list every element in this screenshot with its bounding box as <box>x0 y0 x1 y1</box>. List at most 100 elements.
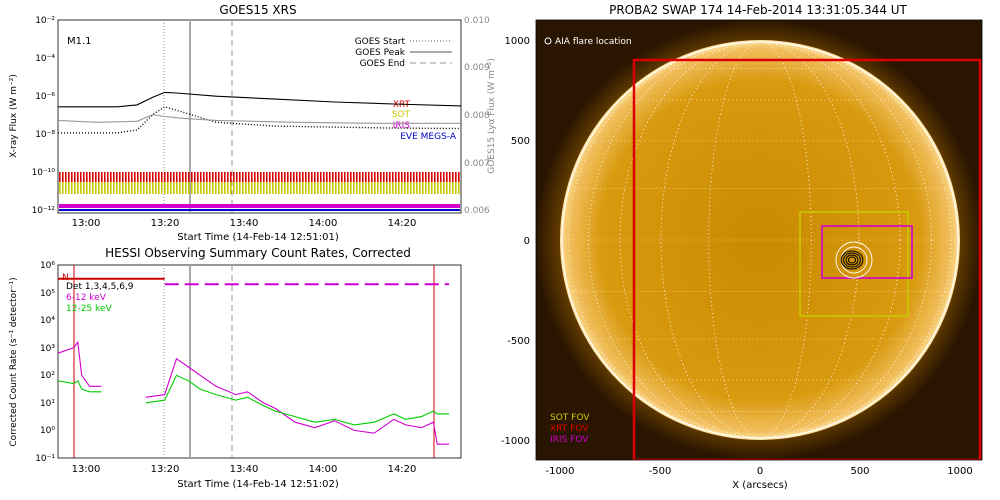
xrt-coverage-tick <box>206 172 208 182</box>
sot-coverage-tick <box>239 182 241 194</box>
xrt-coverage-tick <box>272 172 274 182</box>
sot-coverage-tick <box>335 182 337 194</box>
goes-legend-peak: GOES Peak <box>355 48 405 58</box>
sot-coverage-tick <box>419 182 421 194</box>
flare-contour <box>840 250 864 270</box>
sot-coverage-tick <box>347 182 349 194</box>
xrt-coverage-tick <box>230 172 232 182</box>
sot-coverage-tick <box>230 182 232 194</box>
goes-y-tick: 10⁻¹⁰ <box>32 168 56 178</box>
flare-class-label: M1.1 <box>67 36 92 47</box>
swap-x-tick: -500 <box>649 466 672 477</box>
xrt-coverage-tick <box>341 172 343 182</box>
xrt-coverage-tick <box>110 172 112 182</box>
xrt-coverage-tick <box>446 172 448 182</box>
instrument-labels: XRT SOT IRIS EVE MEGS-A <box>392 100 457 142</box>
xrt-coverage-tick <box>101 172 103 182</box>
xrt-coverage-tick <box>62 172 64 182</box>
xrt-coverage-tick <box>350 172 352 182</box>
xrt-coverage-tick <box>320 172 322 182</box>
hessi-legend-det: Det 1,3,4,5,6,9 <box>66 282 134 292</box>
xrt-coverage-tick <box>158 172 160 182</box>
sot-coverage-tick <box>146 182 148 194</box>
xrt-coverage-tick <box>248 172 250 182</box>
goes-series-short <box>58 106 462 134</box>
hessi-y-tick: 10⁻¹ <box>35 454 55 464</box>
xrt-coverage-tick <box>458 172 460 182</box>
goes-y-tick: 10⁻¹² <box>32 206 56 216</box>
hessi-plot-frame <box>57 264 462 459</box>
sot-coverage-tick <box>404 182 406 194</box>
sot-coverage-tick <box>413 182 415 194</box>
sot-coverage-tick <box>290 182 292 194</box>
sot-coverage-tick <box>206 182 208 194</box>
fov-label-sot: SOT FOV <box>550 413 590 423</box>
xrt-coverage-tick <box>227 172 229 182</box>
goes-y-right-label: GOES15 Lyα Flux (W m⁻²) <box>487 58 497 174</box>
sot-coverage-tick <box>362 182 364 194</box>
xrt-coverage-tick <box>179 172 181 182</box>
xrt-coverage-tick <box>383 172 385 182</box>
xrt-coverage-tick <box>119 172 121 182</box>
sot-coverage-tick <box>314 182 316 194</box>
xrt-coverage-tick <box>386 172 388 182</box>
flare-contour <box>845 254 859 266</box>
xrt-coverage-tick <box>371 172 373 182</box>
hessi-y-ticks: 10⁶ 10⁵ 10⁴ 10³ 10² 10¹ 10⁰ 10⁻¹ <box>35 261 55 464</box>
sot-coverage-tick <box>389 182 391 194</box>
xrt-coverage-tick <box>431 172 433 182</box>
sot-coverage-tick <box>233 182 235 194</box>
xrt-coverage-tick <box>440 172 442 182</box>
goes-x-tick: 13:00 <box>72 218 101 229</box>
sot-coverage-tick <box>62 182 64 194</box>
sot-coverage-tick <box>257 182 259 194</box>
sot-coverage-tick <box>164 182 166 194</box>
xrt-coverage-tick <box>290 172 292 182</box>
xrt-coverage-tick <box>245 172 247 182</box>
sot-coverage-tick <box>368 182 370 194</box>
sot-coverage-tick <box>281 182 283 194</box>
fov-label-xrt: XRT FOV <box>550 424 589 434</box>
xrt-coverage-tick <box>59 172 61 182</box>
xrt-coverage-tick <box>260 172 262 182</box>
hessi-x-label: Start Time (14-Feb-14 12:51:02) <box>177 479 339 490</box>
sot-coverage-tick <box>218 182 220 194</box>
xrt-coverage-tick <box>266 172 268 182</box>
solar-disk <box>560 40 960 440</box>
sot-coverage-tick <box>110 182 112 194</box>
xrt-coverage-tick <box>401 172 403 182</box>
sot-coverage-tick <box>149 182 151 194</box>
xrt-coverage-tick <box>209 172 211 182</box>
xrt-coverage-tick <box>182 172 184 182</box>
sot-coverage-tick <box>293 182 295 194</box>
sot-coverage-tick <box>176 182 178 194</box>
sot-coverage-tick <box>287 182 289 194</box>
hessi-x-tick: 13:20 <box>151 464 180 475</box>
xrt-coverage-tick <box>326 172 328 182</box>
xrt-coverage-tick <box>338 172 340 182</box>
xrt-coverage-tick <box>407 172 409 182</box>
xrt-coverage-tick <box>434 172 436 182</box>
xrt-coverage-tick <box>347 172 349 182</box>
xrt-coverage-tick <box>65 172 67 182</box>
hessi-y-tick: 10¹ <box>40 399 55 409</box>
goes-y-ticks: 10⁻² 10⁻⁴ 10⁻⁶ 10⁻⁸ 10⁻¹⁰ 10⁻¹² <box>32 16 56 216</box>
xrt-coverage-tick <box>221 172 223 182</box>
xrt-coverage-tick <box>428 172 430 182</box>
sot-coverage-tick <box>224 182 226 194</box>
xrt-coverage-tick <box>251 172 253 182</box>
longitude-line <box>588 41 932 439</box>
xrt-coverage-tick <box>155 172 157 182</box>
sot-coverage-tick <box>266 182 268 194</box>
xrt-coverage-tick <box>323 172 325 182</box>
xrt-coverage-tick <box>233 172 235 182</box>
sot-coverage-tick <box>248 182 250 194</box>
instrument-label-eve: EVE MEGS-A <box>400 132 457 142</box>
sot-coverage-tick <box>215 182 217 194</box>
fov-label-iris: IRIS FOV <box>550 435 589 445</box>
hessi-y-tick: 10⁶ <box>40 261 55 271</box>
hessi-x-tick: 14:00 <box>309 464 338 475</box>
sot-coverage-tick <box>410 182 412 194</box>
sot-coverage-tick <box>80 182 82 194</box>
sot-coverage-tick <box>221 182 223 194</box>
